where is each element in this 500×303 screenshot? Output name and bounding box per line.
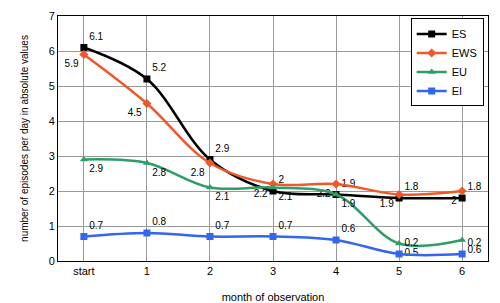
- svg-text:0.2: 0.2: [468, 237, 482, 248]
- svg-text:0.6: 0.6: [468, 244, 482, 255]
- svg-text:3: 3: [49, 150, 55, 162]
- svg-text:4.5: 4.5: [128, 107, 142, 118]
- svg-text:5.2: 5.2: [152, 62, 166, 73]
- svg-text:2.8: 2.8: [152, 167, 166, 178]
- svg-text:2.8: 2.8: [191, 167, 205, 178]
- svg-text:1.8: 1.8: [468, 181, 482, 192]
- svg-text:1.9: 1.9: [341, 178, 355, 189]
- svg-text:1.9: 1.9: [341, 198, 355, 209]
- svg-text:5: 5: [49, 80, 55, 92]
- svg-text:0.7: 0.7: [89, 220, 103, 231]
- svg-text:2.1: 2.1: [278, 191, 292, 202]
- svg-text:0: 0: [49, 255, 55, 267]
- svg-text:2.1: 2.1: [215, 191, 229, 202]
- svg-text:5.9: 5.9: [65, 58, 79, 69]
- svg-text:0.2: 0.2: [404, 237, 418, 248]
- svg-text:6: 6: [49, 45, 55, 57]
- svg-text:1: 1: [49, 220, 55, 232]
- svg-text:4: 4: [333, 265, 339, 277]
- svg-text:1.8: 1.8: [404, 181, 418, 192]
- svg-text:1.9: 1.9: [380, 198, 394, 209]
- svg-text:0.8: 0.8: [152, 216, 166, 227]
- svg-text:2: 2: [207, 265, 213, 277]
- svg-text:0.5: 0.5: [404, 247, 418, 258]
- svg-text:0.7: 0.7: [215, 220, 229, 231]
- svg-text:EWS: EWS: [452, 47, 477, 59]
- svg-text:start: start: [73, 265, 94, 277]
- svg-text:EU: EU: [452, 66, 467, 78]
- svg-text:number of episodes per day in: number of episodes per day in absolute v…: [19, 35, 30, 242]
- svg-text:0.6: 0.6: [341, 223, 355, 234]
- svg-text:ES: ES: [452, 28, 467, 40]
- svg-text:2: 2: [451, 195, 457, 206]
- svg-text:4: 4: [49, 115, 55, 127]
- svg-text:5: 5: [396, 265, 402, 277]
- svg-text:EI: EI: [452, 85, 462, 97]
- svg-text:6: 6: [459, 265, 465, 277]
- svg-text:6.1: 6.1: [89, 31, 103, 42]
- svg-text:0.7: 0.7: [278, 220, 292, 231]
- svg-text:2: 2: [278, 174, 284, 185]
- svg-text:1: 1: [144, 265, 150, 277]
- svg-text:2.2: 2.2: [254, 188, 268, 199]
- svg-text:2: 2: [49, 185, 55, 197]
- svg-text:3: 3: [270, 265, 276, 277]
- svg-text:2.9: 2.9: [89, 163, 103, 174]
- svg-text:month of observation: month of observation: [222, 291, 325, 303]
- svg-text:2.2: 2.2: [317, 188, 331, 199]
- svg-text:2.9: 2.9: [215, 143, 229, 154]
- svg-text:7: 7: [49, 10, 55, 22]
